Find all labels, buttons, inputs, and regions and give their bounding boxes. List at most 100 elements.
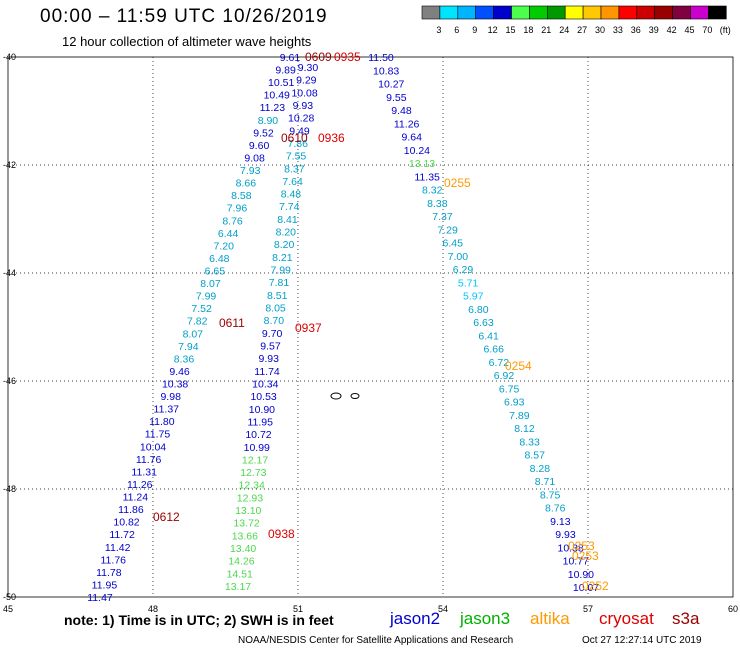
- swh-value-right-track: 11.35: [414, 171, 440, 183]
- swh-value-right-track: 7.00: [448, 251, 469, 263]
- swh-value-right-track: 10.38: [557, 542, 583, 554]
- swh-value-middle-track: 9.29: [296, 75, 317, 87]
- y-tick-label: -48: [3, 484, 16, 494]
- swh-value-right-track: 5.71: [458, 277, 479, 289]
- swh-value-left-track: 11.42: [105, 542, 131, 554]
- swh-value-left-track: 9.60: [249, 140, 270, 152]
- swh-value-right-track: 9.64: [402, 132, 423, 144]
- swh-value-right-track: 6.45: [443, 238, 464, 250]
- swh-value-middle-track: 12.93: [237, 492, 263, 504]
- swh-value-right-track: 10.07: [573, 582, 599, 594]
- swh-value-middle-track: 12.73: [240, 467, 266, 479]
- y-tick-label: -40: [3, 52, 16, 62]
- swh-value-middle-track: 10.34: [252, 378, 278, 390]
- swh-value-middle-track: 7.99: [270, 265, 291, 277]
- swh-value-middle-track: 8.41: [277, 214, 298, 226]
- swh-value-right-track: 8.76: [545, 503, 566, 515]
- color-scale-label: 27: [577, 25, 587, 35]
- swh-value-right-track: 6.75: [499, 383, 520, 395]
- swh-value-left-track: 11.23: [260, 102, 286, 114]
- swh-value-right-track: 9.13: [550, 516, 571, 528]
- swh-value-left-track: 11.47: [87, 592, 113, 604]
- color-scale-label: 70: [702, 25, 712, 35]
- swh-value-middle-track: 13.10: [235, 505, 261, 517]
- color-scale-label: 9: [472, 25, 477, 35]
- swh-value-middle-track: 8.20: [276, 227, 297, 239]
- color-scale-label: 42: [667, 25, 677, 35]
- color-scale-label: 39: [649, 25, 659, 35]
- swh-value-right-track: 10.90: [568, 569, 594, 581]
- swh-value-left-track: 11.26: [127, 479, 153, 491]
- x-tick-label: 51: [293, 604, 303, 614]
- color-scale-label: 3: [436, 25, 441, 35]
- pass-time-label: 0253: [572, 549, 599, 563]
- swh-value-middle-track: 11.74: [254, 366, 280, 378]
- swh-value-left-track: 7.99: [196, 291, 217, 303]
- swh-value-left-track: 10.82: [113, 517, 139, 529]
- swh-value-right-track: 13.13: [409, 158, 435, 170]
- swh-value-right-track: 6.66: [484, 344, 505, 356]
- swh-value-middle-track: 10.99: [244, 442, 270, 454]
- swh-value-left-track: 7.94: [178, 341, 199, 353]
- swh-value-middle-track: 14.51: [227, 568, 253, 580]
- pass-time-label: 0937: [295, 321, 322, 335]
- swh-value-left-track: 8.58: [231, 190, 252, 202]
- swh-value-middle-track: 13.17: [225, 581, 251, 593]
- swh-value-middle-track: 7.86: [288, 138, 309, 150]
- pass-time-label: 0938: [268, 527, 295, 541]
- y-tick-label: -46: [3, 376, 16, 386]
- swh-value-left-track: 10.04: [140, 441, 166, 453]
- swh-value-left-track: 9.46: [169, 366, 190, 378]
- swh-value-right-track: 8.38: [427, 198, 448, 210]
- pass-time-label: 0253: [568, 539, 595, 553]
- pass-time-label: 0612: [153, 510, 180, 524]
- swh-value-middle-track: 14.26: [228, 556, 254, 568]
- swh-value-right-track: 8.71: [535, 476, 556, 488]
- swh-value-left-track: 8.36: [174, 353, 195, 365]
- swh-value-right-track: 8.28: [530, 463, 551, 475]
- swh-value-left-track: 11.76: [136, 454, 162, 466]
- color-scale-label: 21: [541, 25, 551, 35]
- swh-value-left-track: 11.37: [154, 404, 180, 416]
- swh-value-middle-track: 12.34: [239, 480, 265, 492]
- swh-value-left-track: 11.78: [96, 567, 122, 579]
- swh-value-right-track: 6.80: [468, 304, 489, 316]
- pass-time-label: 0254: [505, 359, 532, 373]
- swh-value-left-track: 10.49: [264, 90, 290, 102]
- color-scale-label: 18: [523, 25, 533, 35]
- swh-value-left-track: 8.07: [200, 278, 221, 290]
- swh-value-middle-track: 12.17: [242, 454, 268, 466]
- swh-value-left-track: 9.52: [253, 127, 274, 139]
- swh-value-left-track: 6.44: [218, 228, 239, 240]
- swh-value-middle-track: 7.55: [286, 151, 307, 163]
- swh-value-middle-track: 9.57: [260, 340, 281, 352]
- legend-jason3: jason3: [460, 609, 511, 628]
- y-tick-label: -50: [3, 592, 16, 602]
- x-tick-label: 54: [438, 604, 448, 614]
- swh-value-right-track: 11.26: [394, 118, 420, 130]
- swh-value-middle-track: 9.93: [293, 100, 314, 112]
- swh-value-left-track: 11.72: [109, 529, 135, 541]
- pass-time-label: 0935: [334, 50, 361, 64]
- swh-value-right-track: 9.55: [386, 92, 407, 104]
- swh-value-right-track: 6.29: [453, 264, 474, 276]
- swh-value-middle-track: 8.70: [264, 315, 285, 327]
- swh-value-right-track: 7.89: [509, 410, 530, 422]
- swh-value-left-track: 7.82: [187, 316, 208, 328]
- note-text: note: 1) Time is in UTC; 2) SWH is in fe…: [64, 612, 334, 628]
- legend-jason2: jason2: [390, 609, 441, 628]
- swh-value-middle-track: 7.81: [269, 277, 290, 289]
- swh-value-left-track: 10.51: [268, 77, 294, 89]
- swh-value-left-track: 8.90: [258, 115, 279, 127]
- swh-value-middle-track: 13.66: [232, 530, 258, 542]
- swh-value-middle-track: 10.53: [250, 391, 276, 403]
- swh-value-middle-track: 10.72: [245, 429, 271, 441]
- swh-value-right-track: 8.12: [514, 423, 535, 435]
- swh-value-left-track: 7.93: [240, 165, 261, 177]
- swh-value-left-track: 7.20: [214, 240, 235, 252]
- swh-value-left-track: 7.96: [227, 203, 248, 215]
- swh-value-right-track: 6.72: [489, 357, 510, 369]
- swh-value-right-track: 10.24: [404, 145, 430, 157]
- swh-value-left-track: 9.08: [244, 152, 265, 164]
